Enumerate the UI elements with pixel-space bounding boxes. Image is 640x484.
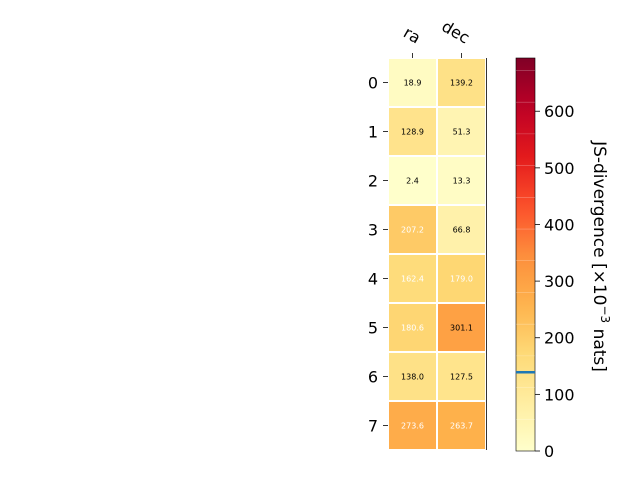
- heatmap-cell: [438, 353, 485, 400]
- cell-value-label: 179.0: [450, 275, 473, 284]
- cell-value-label: 128.9: [401, 128, 424, 137]
- heatmap-cell: [438, 402, 485, 449]
- row-label: 3: [368, 221, 378, 240]
- heatmap-cell: [438, 157, 485, 204]
- cell-value-label: 263.7: [450, 422, 473, 431]
- column-label: dec: [439, 17, 473, 48]
- cell-value-label: 51.3: [453, 128, 471, 137]
- heatmap-cell: [438, 108, 485, 155]
- heatmap-cell: [438, 255, 485, 302]
- column-labels: ra dec: [400, 17, 473, 58]
- row-label: 4: [368, 270, 378, 289]
- heatmap-cell: [389, 255, 436, 302]
- cell-value-label: 66.8: [453, 226, 471, 235]
- row-label: 1: [368, 123, 378, 142]
- cell-value-label: 180.6: [401, 324, 424, 333]
- heatmap-cell: [389, 206, 436, 253]
- heatmap-cells: 18.9 139.2 128.9 51.3 2.4 13.3 207.2 66.8 162.4 1…: [389, 58, 487, 450]
- colorbar-tick-label: 200: [544, 329, 575, 348]
- row-label: 5: [368, 319, 378, 338]
- cell-value-label: 13.3: [453, 177, 471, 186]
- colorbar-tick-label: 0: [544, 442, 554, 461]
- column-label: ra: [400, 23, 424, 48]
- heatmap-cell: [389, 157, 436, 204]
- colorbar-label: JS-divergence [×10−3 nats]: [589, 140, 612, 372]
- heatmap-cell: [438, 206, 485, 253]
- row-label: 0: [368, 74, 378, 93]
- heatmap-cell: [389, 353, 436, 400]
- heatmap-cell: [389, 402, 436, 449]
- cell-value-label: 207.2: [401, 226, 424, 235]
- row-label: 6: [368, 368, 378, 387]
- colorbar-tick-label: 400: [544, 215, 575, 234]
- row-label: 2: [368, 172, 378, 191]
- cell-value-label: 162.4: [401, 275, 424, 284]
- cell-value-label: 2.4: [406, 177, 419, 186]
- heatmap-cell: [389, 108, 436, 155]
- cell-value-label: 18.9: [404, 79, 422, 88]
- colorbar-tick-label: 500: [544, 159, 575, 178]
- cell-value-label: 138.0: [401, 373, 424, 382]
- cell-value-label: 301.1: [450, 324, 473, 333]
- colorbar: 0 100 200 300 400 500 600 JS-divergence [×10−3 …: [515, 57, 612, 461]
- colorbar-tick-label: 600: [544, 102, 575, 121]
- heatmap-cell: [438, 304, 485, 351]
- heatmap-cell: [389, 59, 436, 106]
- colorbar-gradient: [515, 57, 536, 452]
- cell-value-label: 273.6: [401, 422, 424, 431]
- cell-value-label: 139.2: [450, 79, 473, 88]
- heatmap-cell: [389, 304, 436, 351]
- colorbar-tick-label: 100: [544, 385, 575, 404]
- row-labels: 0 1 2 3 4 5 6 7: [368, 74, 388, 436]
- row-label: 7: [368, 417, 378, 436]
- cell-value-label: 127.5: [450, 373, 473, 382]
- colorbar-tick-label: 300: [544, 272, 575, 291]
- heatmap-cell: [438, 59, 485, 106]
